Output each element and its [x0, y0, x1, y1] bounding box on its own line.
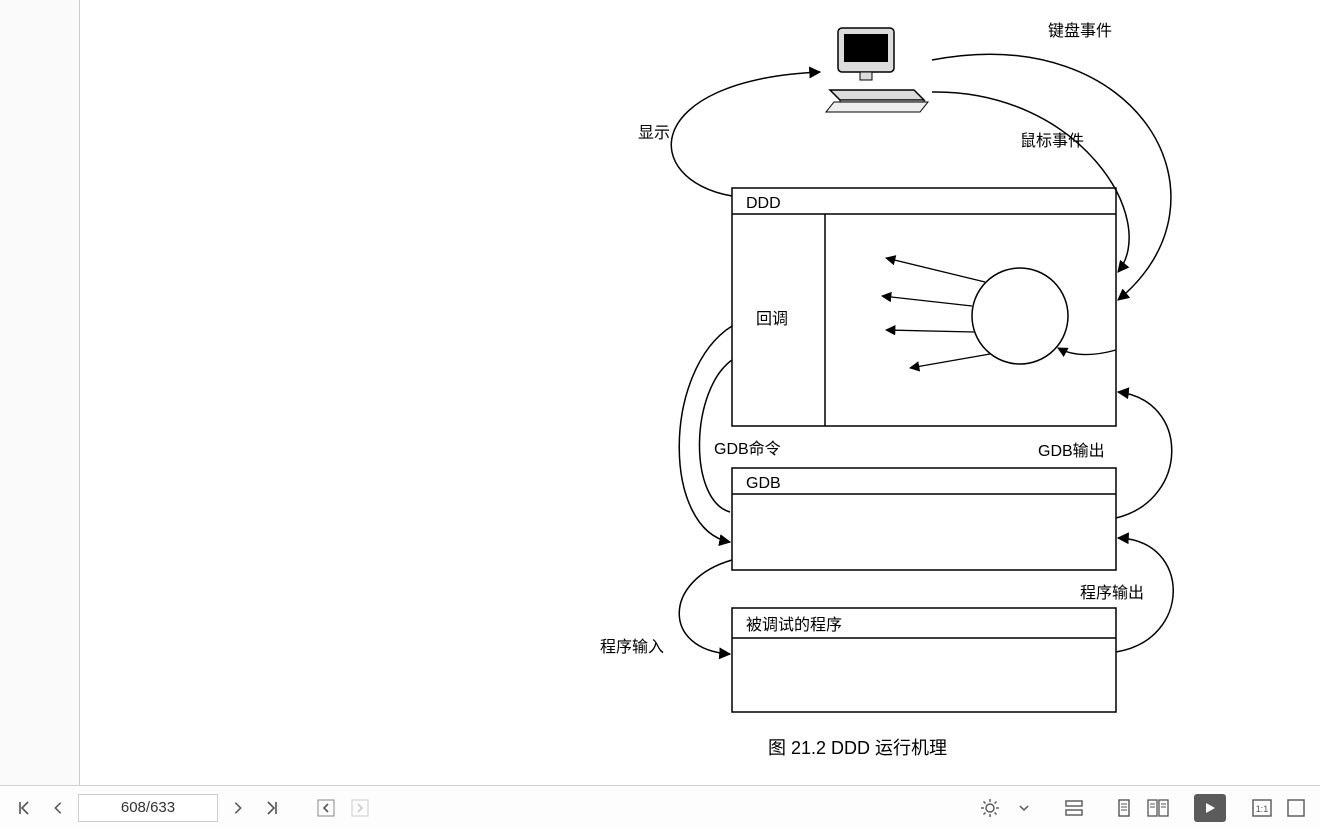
label-gdb-out: GDB输出 [1038, 442, 1105, 460]
ddd-title: DDD [746, 195, 781, 212]
label-display: 显示 [638, 125, 670, 142]
label-mouse: 鼠标事件 [1020, 132, 1084, 150]
pdf-viewer: DDD 回调 GDB 被调试的 [0, 0, 1320, 785]
thumbnail-panel [0, 0, 80, 785]
last-page-button[interactable] [258, 794, 286, 822]
prev-page-button[interactable] [44, 794, 72, 822]
brightness-button[interactable] [976, 794, 1004, 822]
fit-page-button[interactable] [1282, 794, 1310, 822]
label-prog-out: 程序输出 [1080, 584, 1144, 602]
page-number-input[interactable] [78, 794, 218, 822]
single-page-button[interactable] [1110, 794, 1138, 822]
actual-size-button[interactable]: 1:1 [1248, 794, 1276, 822]
slideshow-button[interactable] [1194, 794, 1226, 822]
fit-width-button[interactable] [1060, 794, 1088, 822]
two-page-button[interactable] [1144, 794, 1172, 822]
label-keyboard: 键盘事件 [1048, 21, 1112, 40]
diagram-svg: DDD 回调 GDB 被调试的 [80, 0, 1320, 785]
brightness-dropdown-button[interactable] [1010, 794, 1038, 822]
nav-back-button[interactable] [312, 794, 340, 822]
figure-caption: 图 21.2 DDD 运行机理 [768, 738, 947, 758]
gdb-title: GDB [746, 475, 781, 492]
svg-text:1:1: 1:1 [1256, 804, 1269, 814]
label-prog-in: 程序输入 [600, 638, 664, 656]
nav-forward-button[interactable] [346, 794, 374, 822]
first-page-button[interactable] [10, 794, 38, 822]
toolbar: 1:1 [0, 785, 1320, 829]
debugged-prog-title: 被调试的程序 [746, 616, 842, 634]
label-gdb-cmd: GDB命令 [714, 440, 781, 458]
callback-label: 回调 [756, 310, 788, 328]
page-area: DDD 回调 GDB 被调试的 [80, 0, 1320, 785]
next-page-button[interactable] [224, 794, 252, 822]
